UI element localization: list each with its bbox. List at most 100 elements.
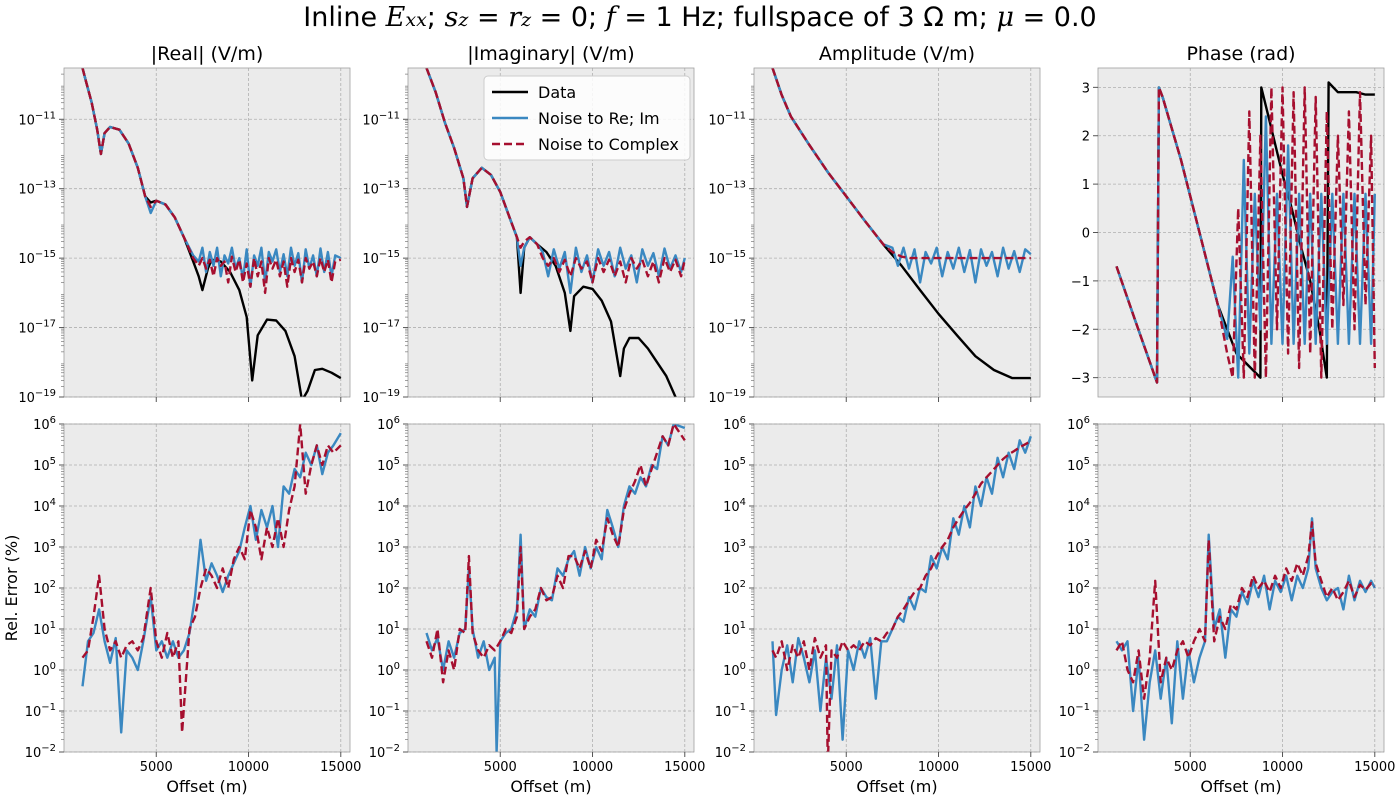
y-tick-label: 10−11 <box>708 110 746 128</box>
legend-label: Noise to Re; Im <box>538 109 660 128</box>
y-tick-label: 104 <box>723 497 746 515</box>
panel-8: 5000 10000 15000 10−2 10−1 100 101 102 103 104 105… <box>1059 415 1396 796</box>
y-tick-label: −2 <box>1071 323 1090 338</box>
y-tick-label: 10−13 <box>362 180 400 198</box>
y-tick-label: 105 <box>1067 456 1090 474</box>
y-tick-label: 104 <box>33 497 56 515</box>
y-tick-label: 106 <box>33 415 56 433</box>
y-tick-label: 10−11 <box>18 110 56 128</box>
x-tick-label: 15000 <box>1354 760 1395 775</box>
y-tick-label: 102 <box>723 579 746 597</box>
y-tick-label: 10−2 <box>1059 743 1090 761</box>
title-symbol-r: r <box>508 2 522 33</box>
y-tick-label: 10−15 <box>362 249 400 267</box>
series-group <box>1115 81 1376 384</box>
series-line-noise-to-re-im <box>425 68 686 295</box>
y-tick-label: 10−2 <box>715 743 746 761</box>
x-tick-label: 10000 <box>918 760 959 775</box>
y-tick-label: 10−17 <box>362 319 400 337</box>
panel-3: 10−19 10−17 10−15 10−13 10−11 Amplitude (V/m) <box>708 43 1041 406</box>
series-line-noise-to-complex <box>1115 86 1376 384</box>
panel-4: −3 −2 −1 0 1 2 3 Phase (rad) <box>1071 43 1385 402</box>
figure-title: Inline Exx; sz = rz = 0; f = 1 Hz; fulls… <box>0 2 1400 33</box>
x-tick-label: 15000 <box>664 760 705 775</box>
x-tick-label: 10000 <box>572 760 613 775</box>
y-tick-label: 101 <box>1067 620 1090 638</box>
title-subscript-xx: xx <box>405 9 427 31</box>
legend-label: Data <box>538 83 576 102</box>
y-tick-label: 10−1 <box>715 702 746 720</box>
y-tick-label: 100 <box>33 661 56 679</box>
y-tick-label: 10−2 <box>25 743 56 761</box>
y-tick-label: 103 <box>377 538 400 556</box>
y-tick-label: 101 <box>723 620 746 638</box>
title-equals-zero: = 0; <box>531 2 606 33</box>
series-line-noise-to-complex <box>425 68 686 284</box>
y-tick-label: 102 <box>1067 579 1090 597</box>
x-tick-label: 15000 <box>320 760 361 775</box>
y-tick-label: 105 <box>723 456 746 474</box>
legend-label: Noise to Complex <box>538 135 679 154</box>
title-mu-value: = 0.0 <box>1014 2 1097 33</box>
y-tick-label: 103 <box>33 538 56 556</box>
panel-frame <box>63 67 351 398</box>
x-axis-label: Offset (m) <box>1200 777 1281 796</box>
y-tick-label: 10−1 <box>25 702 56 720</box>
title-text-inline: Inline <box>303 2 386 33</box>
y-tick-label: 0 <box>1082 227 1090 242</box>
panel-title: Amplitude (V/m) <box>819 43 975 65</box>
y-tick-label: 1 <box>1082 178 1090 193</box>
title-symbol-s: s <box>444 2 459 33</box>
series-line-noise-to-complex <box>81 68 342 295</box>
x-axis-label: Offset (m) <box>856 777 937 796</box>
series-line-noise-to-complex <box>425 424 686 684</box>
panel-title: |Real| (V/m) <box>151 43 264 65</box>
panel-background <box>754 68 1040 397</box>
y-tick-label: 10−19 <box>362 388 400 406</box>
y-tick-label: −1 <box>1071 275 1090 290</box>
title-equals-1: = <box>468 2 509 33</box>
y-tick-label: 104 <box>377 497 400 515</box>
y-tick-label: 106 <box>1067 415 1090 433</box>
title-symbol-mu: μ <box>996 2 1014 33</box>
y-tick-label: 10−15 <box>708 249 746 267</box>
y-tick-label: 106 <box>723 415 746 433</box>
series-group <box>425 424 686 752</box>
y-tick-label: 102 <box>377 579 400 597</box>
y-tick-label: 10−15 <box>18 249 56 267</box>
y-tick-label: 102 <box>33 579 56 597</box>
y-tick-label: 100 <box>377 661 400 679</box>
y-tick-label: 3 <box>1082 81 1090 96</box>
series-group <box>771 435 1032 752</box>
x-tick-label: 5000 <box>1174 760 1207 775</box>
panel-2: 10−19 10−17 10−15 10−13 10−11 |Imaginary| (V/… <box>362 43 695 406</box>
y-tick-label: 10−17 <box>708 319 746 337</box>
y-tick-label: 10−13 <box>708 180 746 198</box>
series-line-noise-to-complex <box>81 424 342 734</box>
x-axis-label: Offset (m) <box>166 777 247 796</box>
y-tick-label: 103 <box>723 538 746 556</box>
x-tick-label: 5000 <box>484 760 517 775</box>
title-frequency-model: = 1 Hz; fullspace of 3 Ω m; <box>615 2 997 33</box>
y-tick-label: −3 <box>1071 372 1090 387</box>
y-tick-label: 10−11 <box>362 110 400 128</box>
x-axis-label: Offset (m) <box>510 777 591 796</box>
panel-6: 5000 10000 15000 10−2 10−1 100 101 102 103 104 105… <box>369 415 706 796</box>
title-subscript-z-2: z <box>521 9 532 31</box>
y-tick-label: 100 <box>723 661 746 679</box>
panel-1: 10−19 10−17 10−15 10−13 10−11 |Real| (V/m) <box>18 43 351 406</box>
y-tick-label: 104 <box>1067 497 1090 515</box>
series-group <box>771 68 1032 380</box>
y-tick-label: 10−19 <box>18 388 56 406</box>
x-tick-label: 10000 <box>228 760 269 775</box>
y-tick-label: 10−1 <box>1059 702 1090 720</box>
y-tick-label: 100 <box>1067 661 1090 679</box>
legend: Data Noise to Re; Im Noise to Complex <box>483 75 691 161</box>
y-tick-label: 103 <box>1067 538 1090 556</box>
y-tick-label: 10−19 <box>708 388 746 406</box>
panel-background <box>64 68 350 397</box>
panel-7: 5000 10000 15000 10−2 10−1 100 101 102 103 104 105… <box>715 415 1052 796</box>
y-tick-label: 10−2 <box>369 743 400 761</box>
y-axis-label: Rel. Error (%) <box>2 535 21 642</box>
legend-box <box>483 75 691 161</box>
